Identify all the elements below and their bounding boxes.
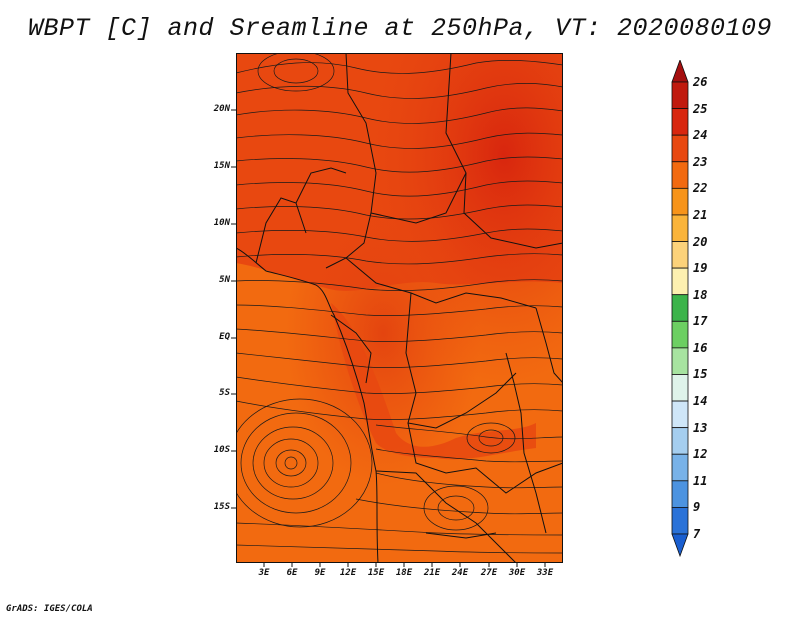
lat-label: 5N [219,275,230,285]
vortex-southwest [236,398,373,528]
colorbar-swatch [671,161,689,189]
colorbar-label: 25 [693,101,708,116]
colorbar-top-triangle [671,60,689,83]
colorbar-swatch [671,480,689,508]
colorbar-swatch [671,320,689,349]
colorbar [671,60,689,558]
lat-label: EQ [219,332,230,342]
colorbar-swatch [671,134,689,163]
colorbar-label: 16 [693,340,708,355]
lon-label: 33E [536,568,554,578]
map-border [236,53,563,563]
lon-label: 24E [451,568,469,578]
colorbar-label: 13 [693,420,708,435]
vortex-northwest [257,53,335,92]
lat-label: 15N [213,161,230,171]
lon-label: 21E [423,568,441,578]
lon-label: 15E [367,568,385,578]
map-panel [236,53,563,563]
colorbar-bottom-triangle [671,533,689,558]
lat-label: 15S [213,502,230,512]
colorbar-label: 12 [693,447,708,462]
colorbar-label: 14 [693,394,708,409]
lat-label: 5S [219,388,230,398]
lon-label: 6E [286,568,298,578]
colorbar-label: 23 [693,154,708,169]
colorbar-label: 9 [693,500,701,515]
lon-label: 3E [258,568,270,578]
colorbar-swatch [671,214,689,242]
lat-label: 10N [213,218,230,228]
colorbar-swatch [671,241,689,269]
colorbar-swatch [671,108,689,136]
eddy-southeast [423,422,516,531]
colorbar-label: 11 [693,473,708,488]
lon-label: 9E [314,568,326,578]
colorbar-swatch [671,507,689,535]
colorbar-swatch [671,400,689,429]
field-band-24-south [331,303,536,460]
footer-credit: GrADS: IGES/COLA [6,604,93,614]
colorbar-swatch [671,453,689,482]
lat-label: 10S [213,445,230,455]
colorbar-swatch [671,347,689,375]
colorbar-label: 19 [693,261,708,276]
colorbar-label: 24 [693,128,708,143]
colorbar-label: 7 [693,527,701,541]
lon-label: 27E [480,568,498,578]
colorbar-swatch [671,267,689,296]
map-title: WBPT [C] and Sreamline at 250hPa, VT: 20… [27,14,773,43]
lon-label: 12E [339,568,357,578]
colorbar-swatch [671,187,689,216]
colorbar-label: 17 [693,314,708,329]
colorbar-swatch [671,374,689,402]
colorbar-label: 21 [693,207,708,222]
colorbar-label: 22 [693,181,708,196]
lon-label: 30E [508,568,526,578]
colorbar-label: 20 [693,234,708,249]
colorbar-label: 18 [693,287,708,302]
colorbar-swatch [671,294,689,322]
colorbar-label: 26 [693,75,708,89]
country-borders [236,53,563,563]
colorbar-swatch [671,81,689,109]
colorbar-label: 15 [693,367,708,382]
lat-label: 20N [213,104,230,114]
lon-label: 18E [395,568,413,578]
colorbar-swatch [671,427,689,455]
